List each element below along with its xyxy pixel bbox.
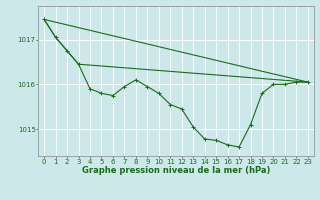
X-axis label: Graphe pression niveau de la mer (hPa): Graphe pression niveau de la mer (hPa) <box>82 166 270 175</box>
